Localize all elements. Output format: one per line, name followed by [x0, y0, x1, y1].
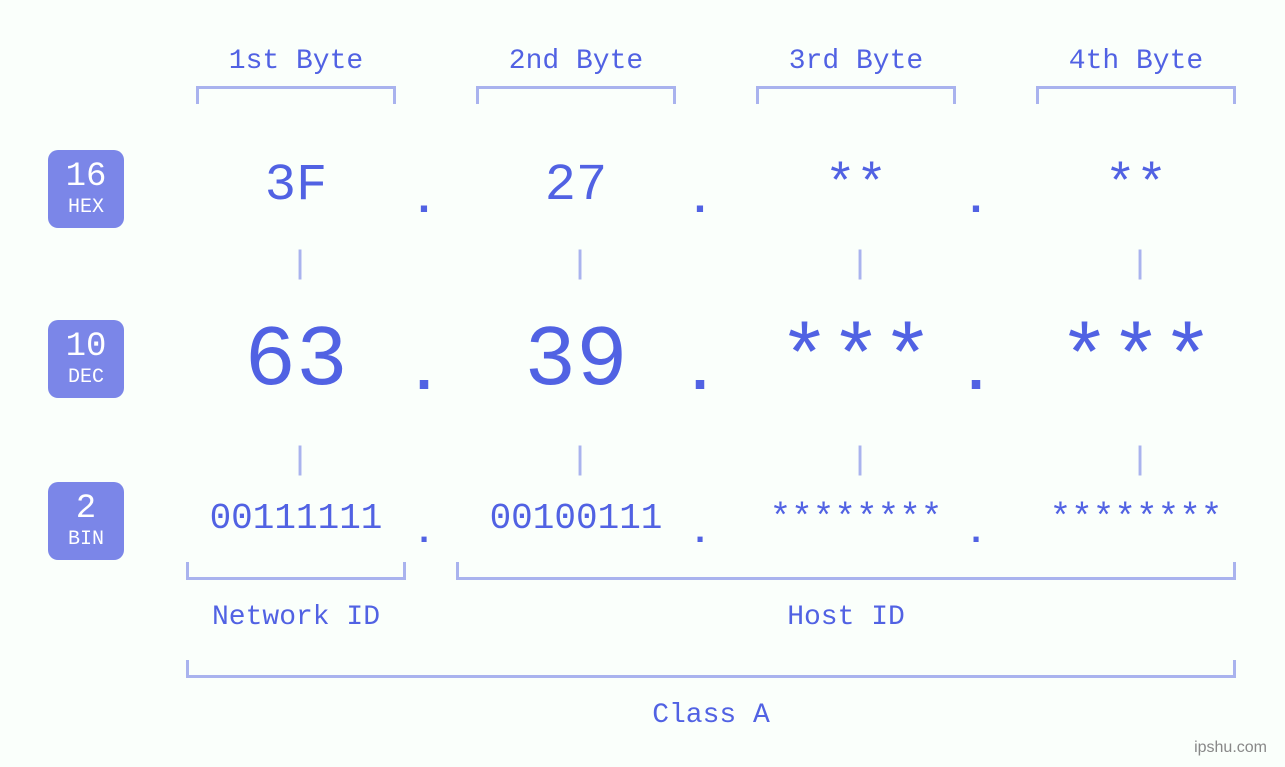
base-number: 10 [66, 330, 107, 364]
host-id-bracket [456, 562, 1236, 580]
host-id-label: Host ID [456, 602, 1236, 633]
byte-top-bracket-3 [756, 86, 956, 104]
class-bracket [186, 660, 1236, 678]
byte-top-bracket-2 [476, 86, 676, 104]
bin-dot-1: . [394, 512, 454, 553]
equals-1-1: || [276, 244, 316, 281]
dec-dot-2: . [670, 340, 730, 408]
base-label: DEC [68, 368, 104, 388]
byte-header-1: 1st Byte [176, 46, 416, 77]
dec-byte-1: 63 [166, 312, 426, 410]
network-id-label: Network ID [186, 602, 406, 633]
hex-dot-1: . [394, 176, 454, 226]
base-number: 16 [66, 160, 107, 194]
hex-dot-3: . [946, 176, 1006, 226]
bin-dot-3: . [946, 512, 1006, 553]
equals-1-2: || [556, 244, 596, 281]
byte-top-bracket-1 [196, 86, 396, 104]
base-label: HEX [68, 198, 104, 218]
class-label: Class A [186, 700, 1236, 731]
byte-top-bracket-4 [1036, 86, 1236, 104]
bin-dot-2: . [670, 512, 730, 553]
equals-2-3: || [836, 440, 876, 477]
byte-header-2: 2nd Byte [456, 46, 696, 77]
hex-byte-2: 27 [446, 156, 706, 215]
hex-byte-1: 3F [166, 156, 426, 215]
hex-dot-2: . [670, 176, 730, 226]
dec-byte-2: 39 [446, 312, 706, 410]
bin-byte-1: 00111111 [166, 498, 426, 539]
dec-dot-1: . [394, 340, 454, 408]
equals-2-2: || [556, 440, 596, 477]
base-badge-hex: 16 HEX [48, 150, 124, 228]
byte-header-3: 3rd Byte [736, 46, 976, 77]
equals-1-3: || [836, 244, 876, 281]
byte-header-4: 4th Byte [1016, 46, 1256, 77]
dec-byte-4: *** [1006, 312, 1266, 410]
hex-byte-4: ** [1006, 156, 1266, 215]
network-id-bracket [186, 562, 406, 580]
base-label: BIN [68, 530, 104, 550]
bin-byte-4: ******** [1006, 498, 1266, 539]
watermark: ipshu.com [1194, 739, 1267, 757]
base-badge-bin: 2 BIN [48, 482, 124, 560]
bin-byte-2: 00100111 [446, 498, 706, 539]
equals-1-4: || [1116, 244, 1156, 281]
equals-2-1: || [276, 440, 316, 477]
dec-dot-3: . [946, 340, 1006, 408]
base-badge-dec: 10 DEC [48, 320, 124, 398]
base-number: 2 [76, 492, 96, 526]
equals-2-4: || [1116, 440, 1156, 477]
